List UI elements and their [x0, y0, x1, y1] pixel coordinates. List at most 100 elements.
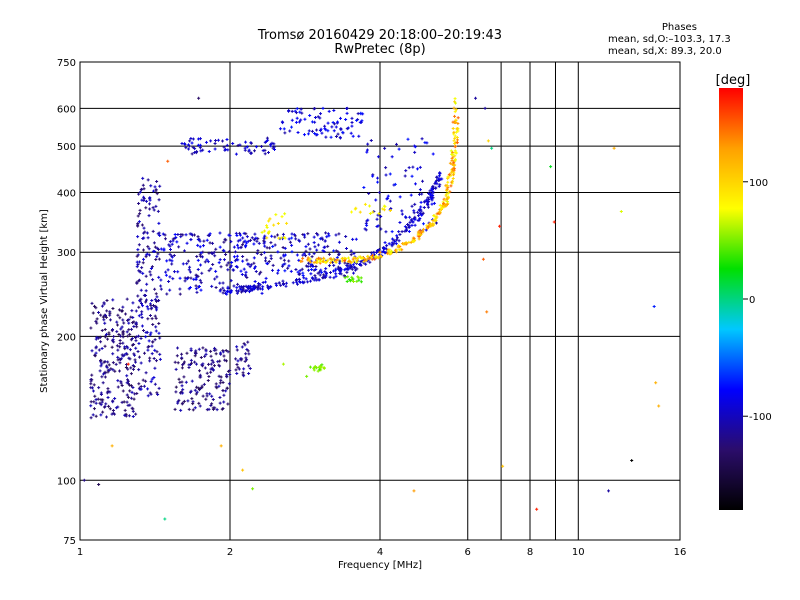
data-point: [652, 304, 656, 308]
data-point: [120, 309, 124, 313]
data-point: [409, 240, 413, 244]
data-point: [256, 287, 260, 291]
data-point: [434, 221, 438, 225]
data-point: [99, 358, 103, 362]
data-point: [439, 207, 443, 211]
data-point: [98, 369, 102, 373]
data-point: [293, 233, 297, 237]
data-point: [252, 242, 256, 246]
data-point: [240, 272, 244, 276]
data-point: [146, 307, 150, 311]
data-point: [259, 270, 263, 274]
data-point: [254, 145, 258, 149]
data-point: [151, 229, 155, 233]
data-point: [125, 297, 129, 301]
data-point: [145, 252, 149, 256]
data-point: [90, 349, 94, 353]
data-point: [447, 173, 451, 177]
data-point: [106, 389, 110, 393]
data-point: [151, 323, 155, 327]
data-point: [312, 252, 316, 256]
data-point: [203, 354, 207, 358]
data-point: [136, 214, 140, 218]
data-point: [436, 177, 440, 181]
data-point: [413, 223, 417, 227]
data-point: [428, 189, 432, 193]
data-point: [211, 397, 215, 401]
data-point: [309, 272, 313, 276]
data-point: [198, 253, 202, 257]
data-point: [158, 352, 162, 356]
data-point: [200, 271, 204, 275]
data-point: [198, 239, 202, 243]
data-point: [214, 247, 218, 251]
data-point: [148, 313, 152, 317]
data-point: [345, 106, 349, 110]
data-point: [322, 366, 326, 370]
data-point: [344, 234, 348, 238]
data-point: [453, 157, 457, 161]
data-point: [426, 226, 430, 230]
data-point: [236, 144, 240, 148]
data-point: [165, 259, 169, 263]
data-point: [412, 211, 416, 215]
data-point: [332, 269, 336, 273]
data-point: [150, 299, 154, 303]
data-point: [194, 276, 198, 280]
data-point: [197, 96, 201, 100]
data-point: [174, 390, 178, 394]
data-point: [236, 239, 240, 243]
data-point: [140, 266, 144, 270]
data-point: [196, 258, 200, 262]
data-point: [310, 129, 314, 133]
data-point: [451, 127, 455, 131]
data-point: [189, 276, 193, 280]
data-point: [395, 142, 399, 146]
y-tick-label: 400: [57, 188, 76, 199]
data-point: [235, 243, 239, 247]
data-point: [247, 352, 251, 356]
data-point: [176, 270, 180, 274]
data-point: [248, 367, 252, 371]
data-point: [314, 276, 318, 280]
data-point: [157, 331, 161, 335]
data-point: [410, 204, 414, 208]
data-point: [121, 335, 125, 339]
data-point: [233, 250, 237, 254]
data-point: [306, 256, 310, 260]
data-point: [101, 381, 105, 385]
data-point: [99, 364, 103, 368]
data-point: [316, 260, 320, 264]
chart-subtitle: RwPretec (8p): [334, 42, 426, 57]
data-point: [327, 234, 331, 238]
data-point: [125, 393, 129, 397]
data-point: [129, 338, 133, 342]
data-point: [263, 229, 267, 233]
data-point: [276, 268, 280, 272]
data-point: [264, 276, 268, 280]
data-point: [284, 284, 288, 288]
data-point: [247, 364, 251, 368]
data-point: [433, 218, 437, 222]
data-point: [321, 259, 325, 263]
data-point: [194, 287, 198, 291]
data-point: [246, 349, 250, 353]
data-point: [446, 191, 450, 195]
data-point: [105, 365, 109, 369]
data-point: [213, 147, 217, 151]
data-point: [153, 366, 157, 370]
data-point: [145, 305, 149, 309]
data-point: [155, 391, 159, 395]
data-point: [94, 306, 98, 310]
data-point: [151, 206, 155, 210]
data-point: [125, 381, 129, 385]
data-point: [186, 276, 190, 280]
data-point: [236, 365, 240, 369]
data-point: [453, 114, 457, 118]
data-point: [106, 387, 110, 391]
data-point: [448, 161, 452, 165]
data-point: [138, 212, 142, 216]
data-point: [388, 199, 392, 203]
data-point: [191, 145, 195, 149]
data-point: [419, 200, 423, 204]
